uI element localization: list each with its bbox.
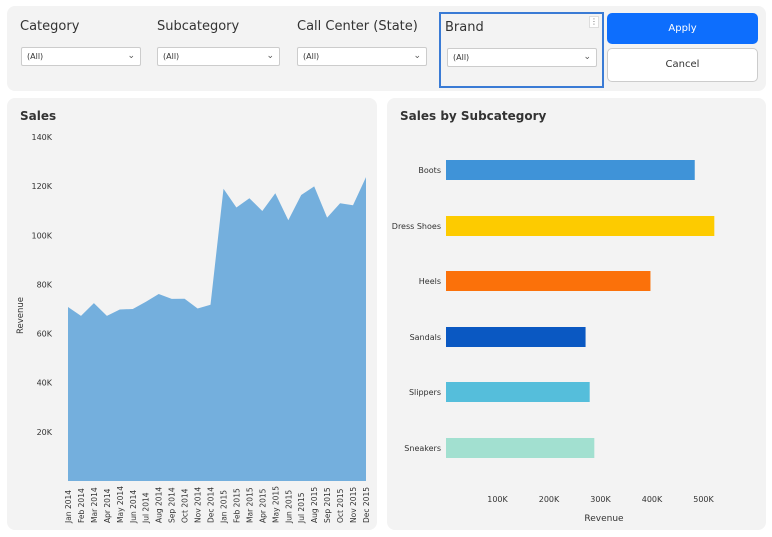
- brand-select[interactable]: (All) ⌄: [447, 48, 597, 67]
- category-label: Heels: [419, 277, 441, 286]
- bar-sneakers: [446, 438, 595, 458]
- x-tick-label: Jul 2014: [142, 492, 151, 524]
- filter-panel: Category (All) ⌄ Subcategory (All) ⌄ Call …: [7, 6, 766, 91]
- x-tick-label: 400K: [642, 495, 663, 504]
- x-tick-label: Jan 2015: [219, 490, 228, 524]
- y-tick-label: 40K: [37, 379, 53, 388]
- x-tick-label: Nov 2015: [349, 487, 358, 523]
- x-tick-label: Sep 2014: [168, 487, 177, 523]
- x-tick-label: Apr 2015: [258, 488, 267, 523]
- category-label: Dress Shoes: [392, 222, 441, 231]
- x-tick-label: 100K: [487, 495, 508, 504]
- chevron-down-icon: ⌄: [127, 51, 135, 61]
- x-tick-label: Aug 2015: [310, 487, 319, 523]
- x-tick-label: Dec 2014: [207, 487, 216, 523]
- x-tick-label: Apr 2014: [103, 488, 112, 523]
- x-tick-label: Jul 2015: [297, 492, 306, 524]
- brand-value: (All): [453, 53, 470, 62]
- y-tick-label: 80K: [37, 280, 53, 289]
- x-tick-label: Oct 2015: [336, 488, 345, 523]
- x-tick-label: May 2015: [271, 486, 280, 523]
- category-label: Sneakers: [404, 444, 441, 453]
- subcategory-value: (All): [163, 52, 180, 61]
- y-tick-label: 60K: [37, 330, 53, 339]
- category-label: Sandals: [410, 333, 441, 342]
- more-options-icon[interactable]: ⋮: [589, 16, 599, 28]
- x-tick-label: 300K: [590, 495, 611, 504]
- sales-chart-title: Sales: [20, 109, 57, 123]
- bar-dress-shoes: [446, 216, 715, 236]
- brand-label: Brand: [445, 20, 484, 35]
- x-tick-label: Jan 2014: [64, 490, 73, 524]
- category-value: (All): [27, 52, 44, 61]
- x-tick-label: Feb 2014: [77, 488, 86, 523]
- subcategory-select[interactable]: (All) ⌄: [157, 47, 280, 66]
- y-tick-label: 140K: [31, 133, 52, 142]
- bar-sandals: [446, 327, 586, 347]
- x-tick-label: Mar 2014: [90, 487, 99, 523]
- subcategory-chart-panel: Sales by Subcategory Boots Dress Shoes Hee…: [387, 98, 766, 530]
- subcategory-chart-title: Sales by Subcategory: [400, 109, 547, 123]
- bar-heels: [446, 271, 651, 291]
- x-tick-label: May 2014: [116, 486, 125, 523]
- sales-chart-panel: Sales 20K 40K 60K 80K 100K 120K 140K Jan 2014 Fe…: [7, 98, 377, 530]
- chevron-down-icon: ⌄: [266, 51, 274, 61]
- bar-slippers: [446, 382, 590, 402]
- x-tick-label: Mar 2015: [245, 487, 254, 523]
- chevron-down-icon: ⌄: [583, 52, 591, 62]
- sales-area: [68, 177, 366, 481]
- y-tick-label: 120K: [31, 182, 52, 191]
- subcategory-label: Subcategory: [157, 19, 240, 34]
- call-center-select[interactable]: (All) ⌄: [297, 47, 427, 66]
- x-tick-label: Dec 2015: [362, 487, 371, 523]
- category-label: Category: [20, 19, 80, 34]
- chevron-down-icon: ⌄: [413, 51, 421, 61]
- x-axis-label: Revenue: [584, 514, 624, 524]
- x-tick-label: Jun 2015: [284, 490, 293, 524]
- category-select[interactable]: (All) ⌄: [21, 47, 141, 66]
- y-tick-label: 100K: [31, 231, 52, 240]
- x-tick-label: Feb 2015: [232, 488, 241, 523]
- call-center-label: Call Center (State): [297, 19, 418, 34]
- y-axis-label: Revenue: [16, 297, 26, 334]
- x-tick-label: Aug 2014: [155, 487, 164, 523]
- x-tick-label: Nov 2014: [194, 487, 203, 523]
- apply-button[interactable]: Apply: [607, 13, 758, 44]
- sales-area-chart: 20K 40K 60K 80K 100K 120K 140K Jan 2014 Feb 2014…: [16, 133, 371, 524]
- bar-boots: [446, 160, 695, 180]
- x-tick-label: Oct 2014: [181, 488, 190, 523]
- cancel-button[interactable]: Cancel: [607, 48, 758, 82]
- x-tick-label: Sep 2015: [323, 487, 332, 523]
- y-tick-label: 20K: [37, 428, 53, 437]
- brand-filter: ⋮ Brand (All) ⌄: [439, 12, 604, 88]
- call-center-value: (All): [303, 52, 320, 61]
- category-label: Boots: [418, 166, 441, 175]
- x-tick-label: 200K: [539, 495, 560, 504]
- x-tick-label: 500K: [693, 495, 714, 504]
- category-label: Slippers: [409, 388, 441, 397]
- x-tick-label: Jun 2014: [129, 490, 138, 524]
- subcategory-bar-chart: Boots Dress Shoes Heels Sandals Slippers Snea…: [392, 160, 715, 524]
